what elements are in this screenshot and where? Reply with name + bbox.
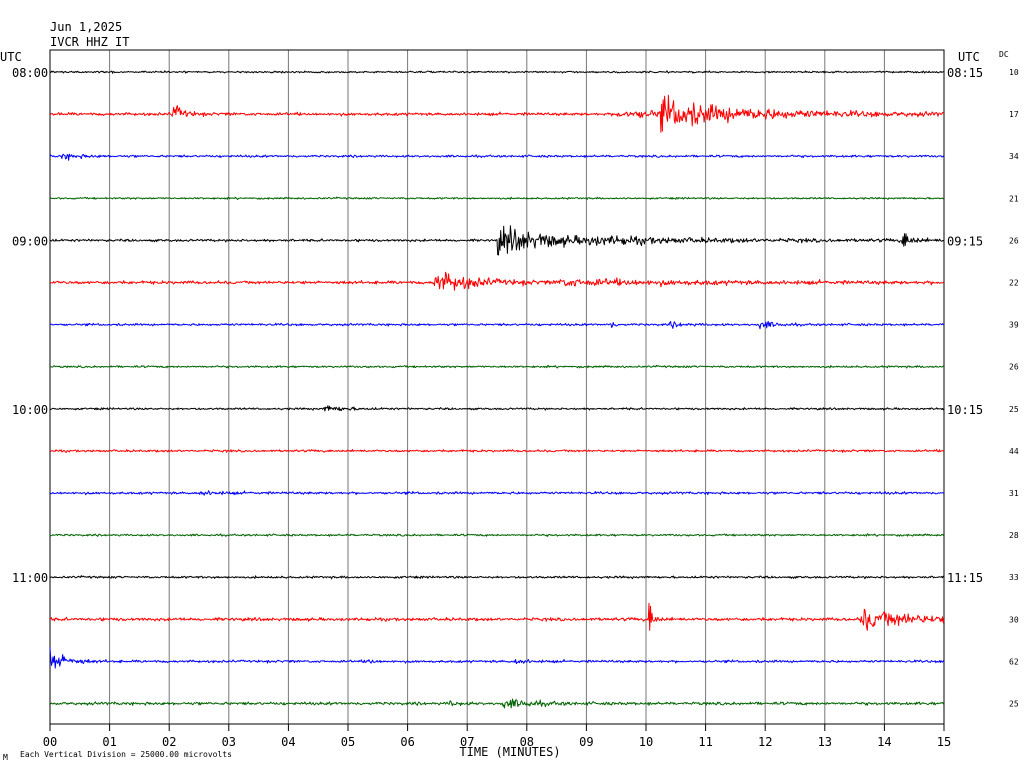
x-tick-label-14: 14 xyxy=(877,735,891,749)
scale-note: Each Vertical Division = 25000.00 microv… xyxy=(20,750,232,759)
row-dc-value: 33 xyxy=(1009,573,1019,582)
right-timezone-label: UTC xyxy=(958,50,980,64)
x-tick-label-01: 01 xyxy=(102,735,116,749)
trace-row-8 xyxy=(49,364,945,369)
row-dc-value: 10 xyxy=(1009,68,1019,77)
trace-row-14 xyxy=(49,602,945,631)
trace-row-16 xyxy=(49,698,945,709)
row-time-left: 11:00 xyxy=(12,571,48,585)
row-dc-value: 44 xyxy=(1009,447,1019,456)
row-labels: 08:00 08:15 10 17 34 21 09:00 09:15 26 22 39 26 10:0… xyxy=(12,66,1019,709)
row-time-right: 08:15 xyxy=(947,66,983,80)
row-dc-value: 21 xyxy=(1009,194,1019,203)
trace-row-7 xyxy=(49,320,945,330)
row-dc-value: 39 xyxy=(1009,321,1019,330)
x-tick-label-06: 06 xyxy=(400,735,414,749)
row-dc-value: 25 xyxy=(1009,405,1019,414)
vertical-gridlines xyxy=(109,50,885,724)
trace-row-12 xyxy=(49,533,945,537)
row-dc-value: 31 xyxy=(1009,489,1019,498)
x-tick-label-00: 00 xyxy=(43,735,57,749)
row-time-left: 09:00 xyxy=(12,234,48,248)
row-time-right: 10:15 xyxy=(947,403,983,417)
trace-row-13 xyxy=(49,575,945,580)
row-dc-value: 62 xyxy=(1009,657,1019,666)
x-tick-label-09: 09 xyxy=(579,735,593,749)
row-dc-value: 25 xyxy=(1009,700,1019,709)
row-dc-value: 30 xyxy=(1009,615,1019,624)
station-label: IVCR HHZ IT xyxy=(50,35,129,49)
trace-row-10 xyxy=(49,448,945,453)
x-tick-label-02: 02 xyxy=(162,735,176,749)
trace-row-3 xyxy=(49,153,945,161)
trace-row-6 xyxy=(49,271,945,291)
plot-frame xyxy=(49,49,945,725)
x-tick-label-12: 12 xyxy=(758,735,772,749)
row-time-right: 11:15 xyxy=(947,571,983,585)
seismic-traces xyxy=(49,70,945,709)
x-tick-label-08: 08 xyxy=(520,735,534,749)
left-timezone-label: UTC xyxy=(0,50,22,64)
row-time-left: 08:00 xyxy=(12,66,48,80)
row-dc-value: 22 xyxy=(1009,279,1019,288)
x-tick-label-05: 05 xyxy=(341,735,355,749)
row-dc-value: 26 xyxy=(1009,363,1019,372)
x-tick-label-04: 04 xyxy=(281,735,295,749)
row-time-right: 09:15 xyxy=(947,234,983,248)
dc-column-label: DC xyxy=(999,50,1009,59)
trace-row-11 xyxy=(49,490,945,496)
x-tick-label-11: 11 xyxy=(698,735,712,749)
x-tick-label-10: 10 xyxy=(639,735,653,749)
trace-row-2 xyxy=(49,94,945,133)
x-tick-label-03: 03 xyxy=(222,735,236,749)
x-axis-ticks: 00 01 02 03 04 05 06 07 08 09 10 11 12 13 14 15 xyxy=(43,724,951,749)
row-dc-value: 34 xyxy=(1009,152,1019,161)
trace-row-4 xyxy=(49,196,945,200)
trace-row-1 xyxy=(49,70,945,74)
corner-mark: M xyxy=(3,753,8,762)
x-tick-label-07: 07 xyxy=(460,735,474,749)
row-time-left: 10:00 xyxy=(12,403,48,417)
chart-date: Jun 1,2025 xyxy=(50,20,122,34)
trace-row-9 xyxy=(49,405,945,412)
x-tick-label-13: 13 xyxy=(818,735,832,749)
row-dc-value: 26 xyxy=(1009,236,1019,245)
x-axis-title: TIME (MINUTES) xyxy=(459,745,560,759)
trace-row-15 xyxy=(49,647,945,669)
row-dc-value: 17 xyxy=(1009,110,1019,119)
trace-row-5 xyxy=(50,225,945,256)
x-tick-label-15: 15 xyxy=(937,735,951,749)
row-dc-value: 28 xyxy=(1009,531,1019,540)
